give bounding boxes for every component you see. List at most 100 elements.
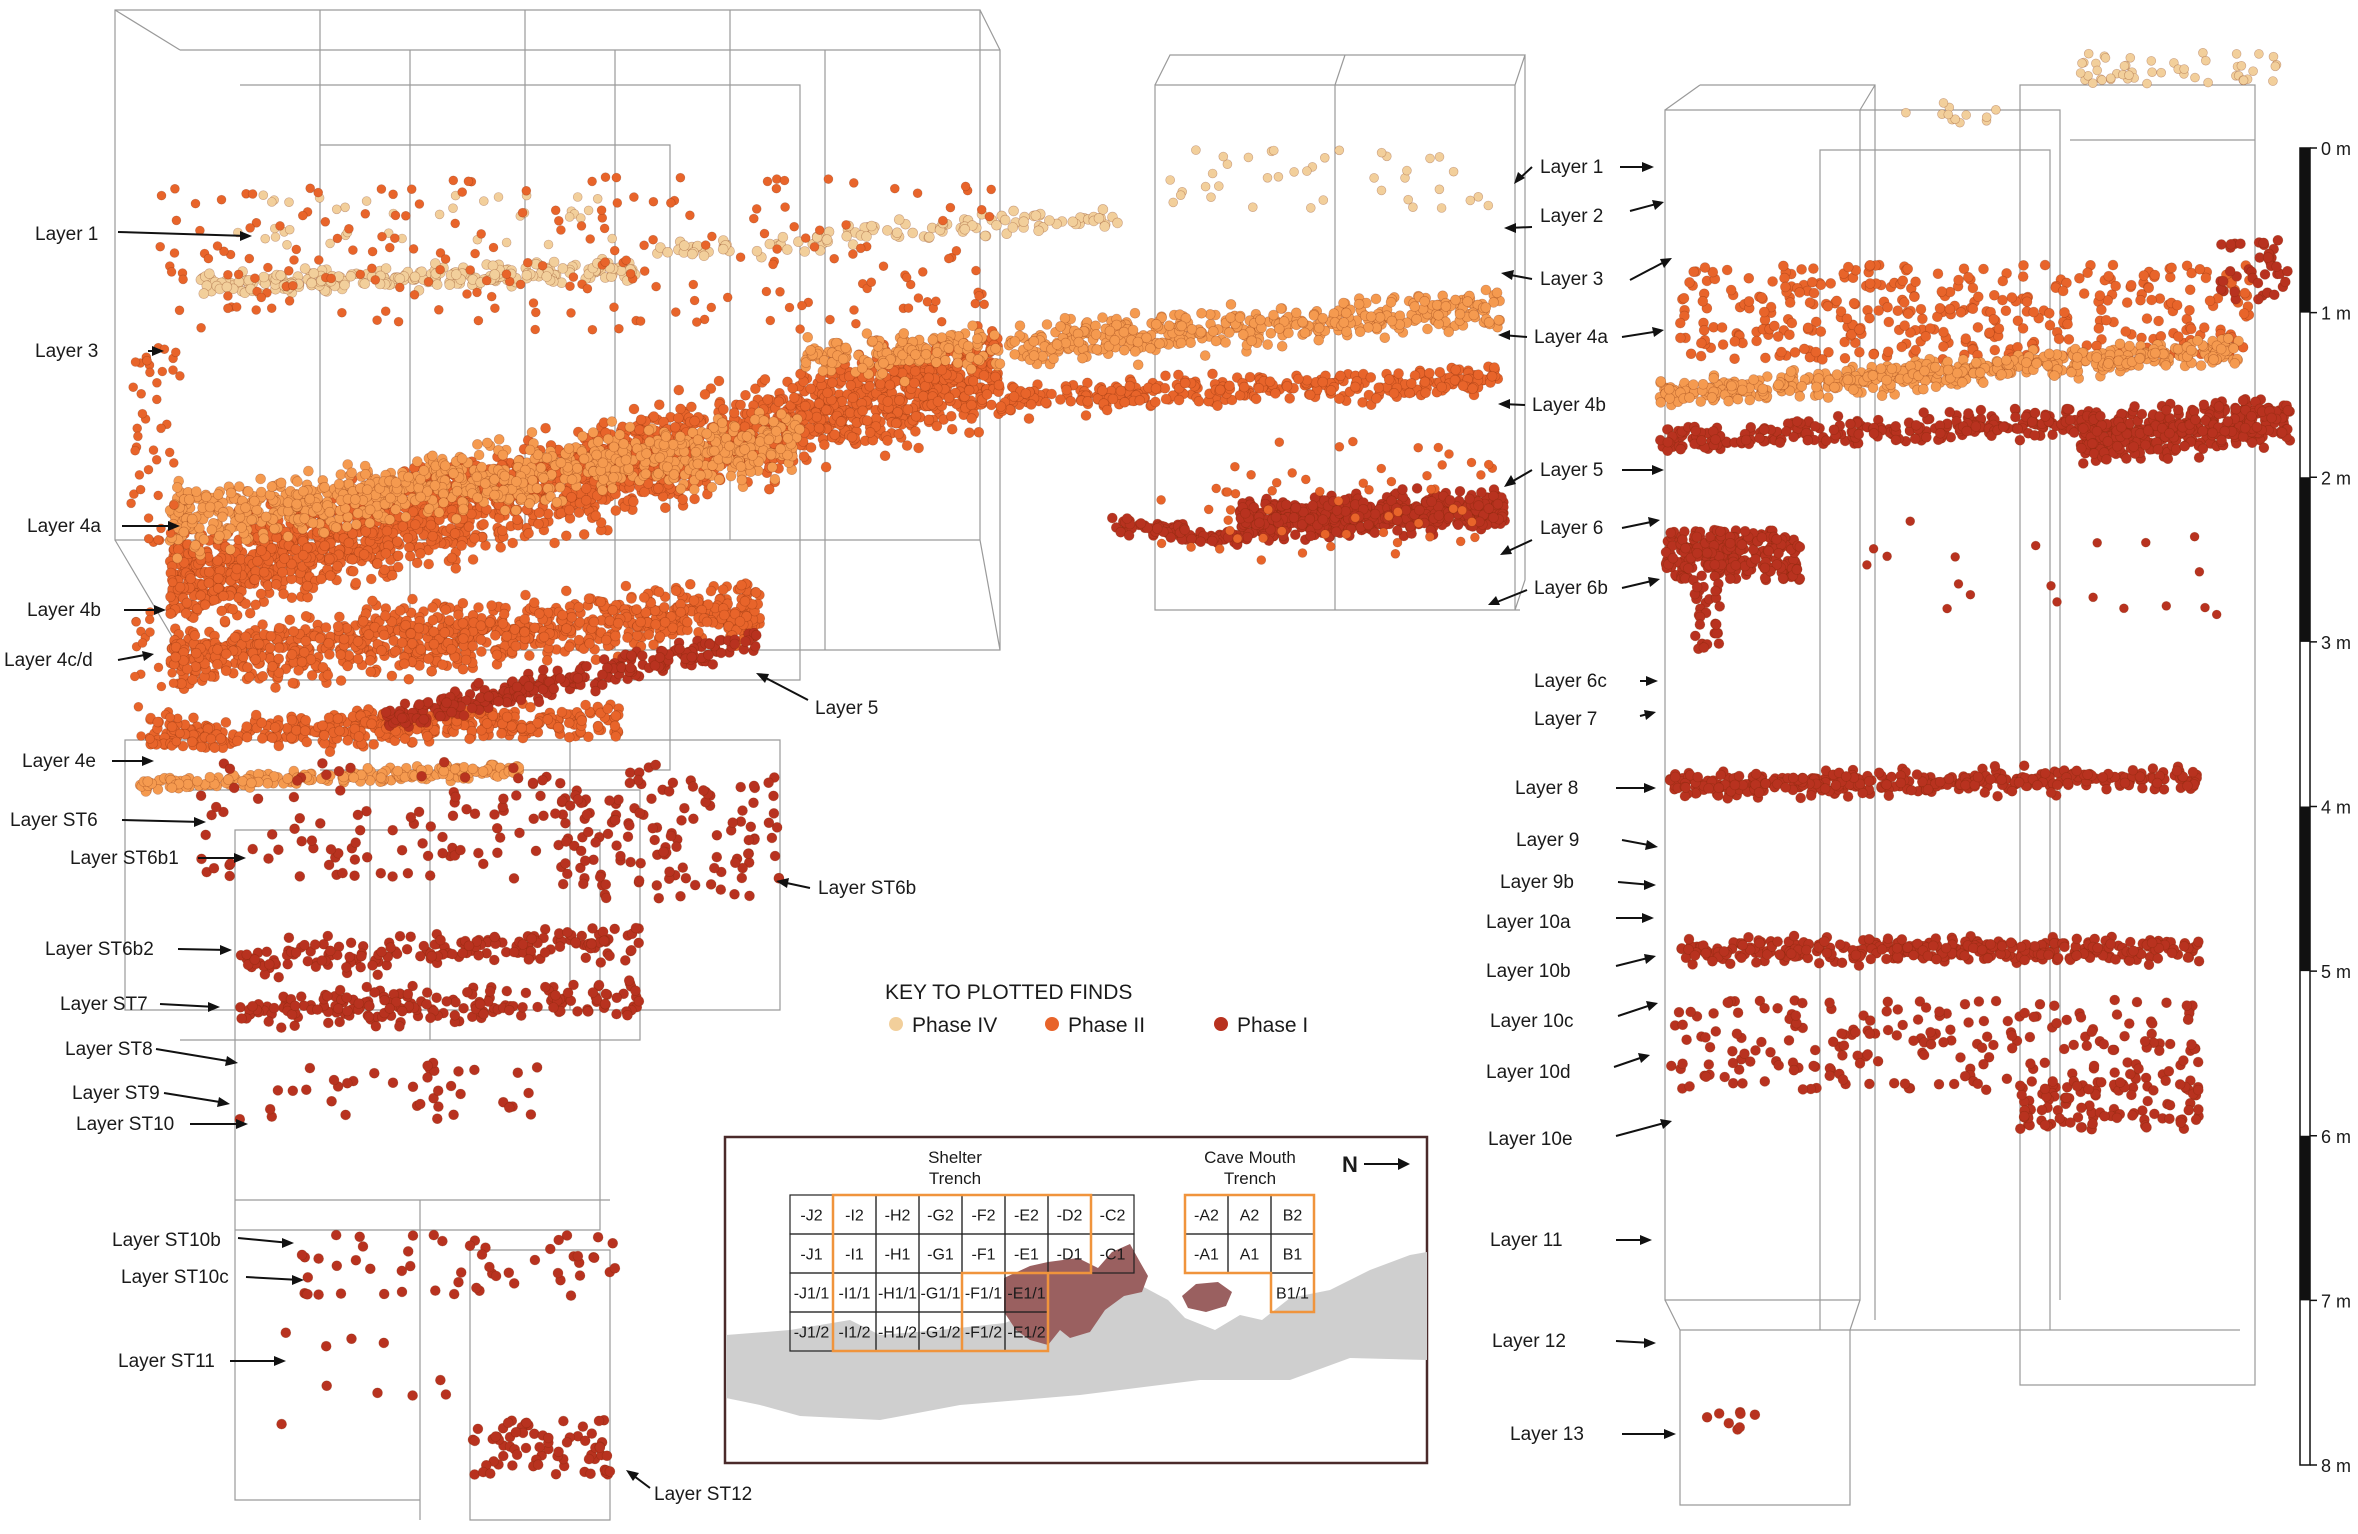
find-point	[855, 243, 866, 254]
find-point	[465, 265, 476, 275]
find-point	[902, 404, 914, 415]
find-point	[563, 443, 575, 454]
find-point	[751, 204, 762, 214]
find-point	[1318, 195, 1329, 205]
find-point	[1334, 393, 1345, 405]
find-point	[775, 286, 785, 297]
find-point	[945, 410, 957, 422]
find-point	[749, 414, 761, 426]
shelter-frame-deep	[234, 829, 611, 1521]
find-point	[688, 279, 699, 290]
find-point	[894, 394, 905, 406]
find-point	[185, 573, 196, 584]
find-point	[541, 271, 553, 282]
find-point	[172, 552, 183, 564]
find-point	[427, 530, 439, 542]
find-point	[773, 396, 785, 408]
find-point	[655, 242, 666, 253]
find-point	[393, 316, 404, 327]
find-point	[564, 504, 575, 516]
find-point	[333, 478, 345, 490]
find-point	[331, 204, 342, 215]
find-point	[499, 505, 511, 516]
find-point	[1297, 316, 1308, 328]
find-point	[372, 558, 383, 569]
find-point	[355, 269, 366, 280]
find-point	[277, 566, 288, 578]
find-point	[400, 511, 412, 523]
find-point	[614, 429, 626, 441]
find-point	[1193, 395, 1205, 407]
find-point	[864, 427, 876, 438]
find-point	[974, 291, 984, 301]
find-point	[376, 184, 387, 194]
find-point	[1020, 388, 1032, 399]
find-point	[1308, 310, 1320, 321]
find-point	[789, 221, 800, 232]
find-point	[246, 514, 257, 526]
find-point	[297, 210, 308, 221]
find-point	[1440, 301, 1452, 312]
find-point	[971, 265, 981, 276]
find-point	[1055, 321, 1066, 332]
find-point	[1373, 382, 1384, 394]
find-point	[909, 365, 921, 377]
find-point	[849, 305, 859, 315]
find-point	[350, 519, 362, 530]
find-point	[891, 227, 903, 238]
find-point	[910, 426, 921, 437]
find-point	[324, 553, 335, 565]
find-point	[414, 199, 425, 209]
find-point	[201, 491, 212, 503]
find-point	[568, 272, 579, 282]
find-point	[299, 263, 311, 274]
cave-frame	[1154, 54, 1526, 611]
find-point	[330, 522, 342, 533]
find-point	[722, 292, 733, 303]
find-point	[216, 605, 227, 617]
find-point	[234, 481, 245, 492]
find-point	[918, 390, 929, 402]
find-point	[1341, 326, 1352, 337]
find-point	[901, 272, 912, 283]
find-point	[1048, 353, 1059, 365]
find-point	[1370, 293, 1382, 305]
find-point	[173, 544, 184, 555]
find-point	[573, 507, 585, 518]
find-point	[227, 603, 239, 615]
find-point	[451, 485, 463, 497]
find-point	[821, 234, 833, 245]
find-point	[1065, 395, 1077, 407]
find-point	[951, 246, 962, 256]
find-point	[367, 246, 378, 257]
find-point	[618, 438, 630, 450]
find-point	[538, 472, 549, 484]
find-point	[275, 221, 285, 231]
find-point	[166, 267, 177, 277]
find-point	[989, 329, 1000, 341]
find-point	[1462, 296, 1473, 307]
find-point	[218, 590, 229, 602]
find-point	[922, 296, 933, 307]
find-point	[882, 435, 893, 446]
find-point	[476, 461, 488, 473]
find-point	[1173, 394, 1185, 406]
find-point	[517, 207, 528, 218]
find-point	[688, 484, 700, 495]
find-point	[409, 271, 421, 283]
find-point	[434, 209, 445, 220]
find-point	[1154, 338, 1165, 350]
find-point	[620, 454, 632, 466]
find-point	[1299, 327, 1311, 339]
find-point	[171, 215, 182, 226]
find-point	[578, 529, 590, 540]
find-point	[1306, 203, 1316, 213]
find-point	[995, 401, 1007, 412]
find-point	[225, 544, 236, 555]
find-point	[169, 248, 180, 258]
find-point	[1077, 352, 1088, 364]
find-point	[813, 398, 825, 409]
find-point	[811, 411, 823, 423]
find-point	[962, 340, 974, 352]
find-point	[472, 287, 482, 298]
